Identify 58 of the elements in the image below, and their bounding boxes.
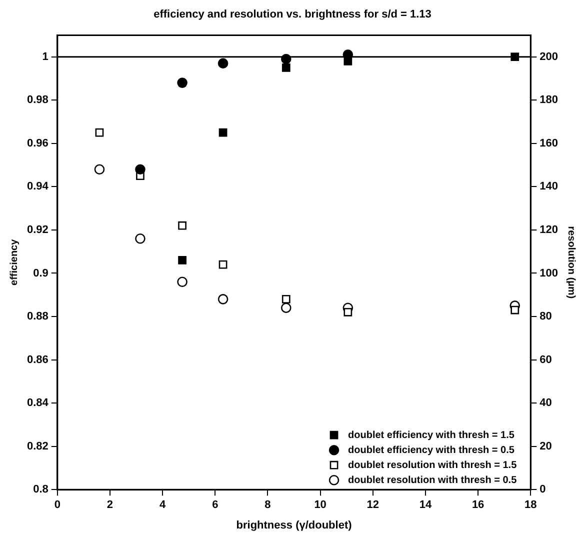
y2-tick-label: 40 [540,397,552,410]
point [282,295,290,304]
point [94,164,105,175]
y2-tick-label: 200 [540,50,558,63]
x-tick-label: 0 [54,499,60,512]
y2-tick-label: 120 [540,224,558,236]
legend-label: doublet efficiency with thresh = 1.5 [348,430,515,441]
point [177,78,188,88]
y-tick-label: 0.92 [26,224,48,236]
point [280,302,292,313]
x-tick-label: 12 [366,499,380,512]
y-tick-label: 0.9 [33,267,48,280]
y-tick-label: 0.82 [26,440,48,452]
point [218,58,228,68]
y-tick-label: 0.96 [26,137,48,150]
y-axis-title: efficiency [8,238,20,286]
x-tick-label: 4 [160,499,167,512]
y2-tick-label: 0 [540,484,546,496]
legend-label: doublet resolution with thresh = 1.5 [348,460,518,471]
point [218,128,228,137]
chart-title: efficiency and resolution vs. brightness for s/d = 1.13 [154,8,432,21]
x-tick-label: 16 [472,499,484,512]
point [218,260,228,269]
point [344,56,352,66]
y2-axis-title: resolution (µm) [565,226,576,299]
x-axis-title: brightness (γ/doublet) [236,519,352,532]
x-tick-label: 14 [419,499,432,512]
point [178,256,186,264]
y2-tick-label: 20 [540,440,552,452]
y2-tick-label: 60 [540,354,552,366]
y-tick-label: 0.8 [33,484,48,496]
point [135,164,146,175]
x-tick-label: 2 [106,499,114,512]
point [282,63,290,72]
x-tick-label: 8 [264,499,271,512]
y2-tick-label: 160 [540,137,558,150]
y-tick-label: 0.88 [26,310,48,323]
x-tick-label: 18 [524,499,537,512]
y-tick-label: 0.84 [26,397,50,410]
y2-tick-label: 100 [540,267,558,280]
y2-tick-label: 80 [540,310,552,323]
point [177,276,188,288]
point [95,128,104,137]
y2-tick-label: 140 [540,180,558,193]
legend-label: doublet resolution with thresh = 0.5 [348,474,518,486]
x-tick-label: 10 [314,499,326,512]
x-tick-label: 6 [212,499,218,512]
point [218,294,228,304]
point [135,233,146,244]
point [510,306,520,314]
point [178,221,186,230]
legend-label: doublet efficiency with thresh = 0.5 [348,444,515,456]
y-tick-label: 0.98 [26,94,48,106]
y-tick-label: 0.94 [26,180,50,193]
point [344,308,352,316]
y-tick-label: 1 [42,50,48,63]
y-tick-label: 0.86 [26,354,48,366]
y2-tick-label: 180 [540,94,558,106]
